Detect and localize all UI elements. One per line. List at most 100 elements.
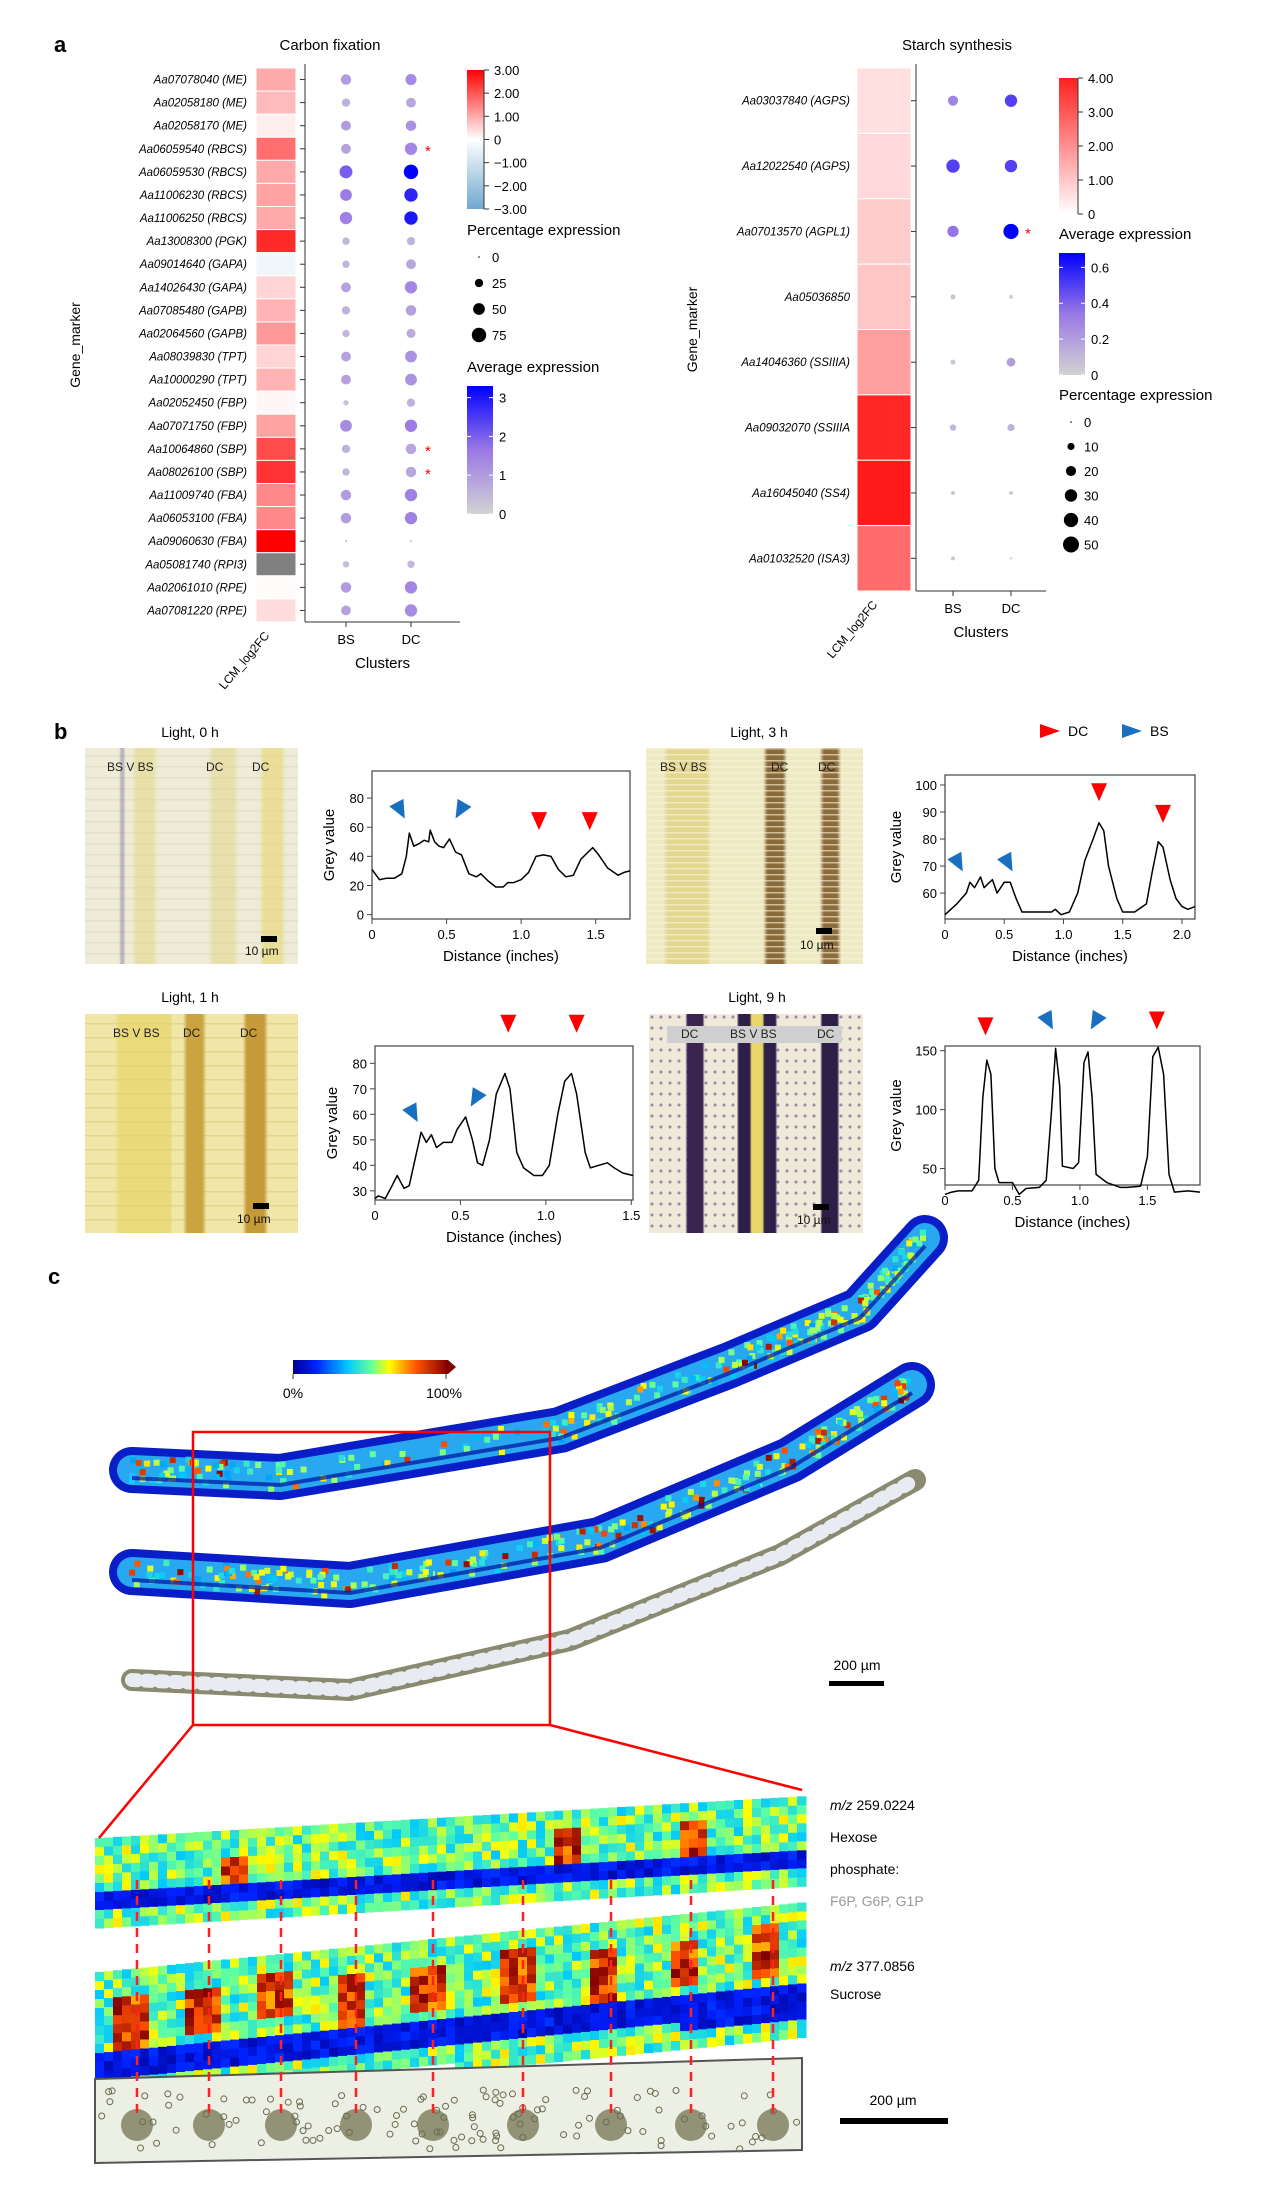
msi-pixel <box>302 2050 312 2060</box>
msi-pixel <box>545 2044 555 2054</box>
msi-pixel <box>464 1879 474 1889</box>
msi-pixel <box>919 1229 926 1236</box>
msi-pixel <box>500 1931 510 1942</box>
msi-pixel <box>820 1429 827 1436</box>
ion2-mz: m/z 377.0856 <box>830 1958 915 1974</box>
msi-pixel <box>707 1801 717 1812</box>
msi-pixel <box>558 1433 565 1440</box>
msi-pixel <box>734 1971 744 1982</box>
tissue-cell <box>584 2087 592 2095</box>
msi-pixel <box>410 1994 420 2005</box>
msi-pixel <box>576 1544 583 1551</box>
scale-bar <box>261 936 277 942</box>
msi-pixel <box>911 1241 918 1248</box>
msi-pixel <box>293 1880 303 1890</box>
msi-pixel <box>730 1372 737 1379</box>
tissue-cell <box>291 2112 299 2120</box>
msi-pixel <box>662 1804 672 1814</box>
msi-pixel <box>140 1862 150 1872</box>
msi-pixel <box>644 1971 654 1982</box>
msi-pixel <box>374 1998 384 2008</box>
msi-pixel <box>662 1942 672 1953</box>
msi-pixel <box>189 1459 196 1466</box>
msi-pixel <box>572 1818 582 1829</box>
msi-pixel <box>239 2056 249 2067</box>
msi-pixel <box>825 1308 832 1315</box>
msi-pixel <box>410 1828 420 1838</box>
msi-pixel <box>784 1463 791 1470</box>
msi-pixel <box>518 1993 528 2003</box>
msi-pixel <box>765 1454 772 1461</box>
tissue-cell <box>727 2122 735 2130</box>
msi-pixel <box>113 2051 123 2061</box>
expression-dot <box>344 540 348 543</box>
msi-pixel <box>725 1872 735 1883</box>
scale-bar-label: 200 µm <box>870 2092 917 2108</box>
msi-pixel <box>849 1409 856 1416</box>
msi-pixel <box>268 1485 275 1492</box>
msi-pixel <box>266 2036 276 2046</box>
msi-pixel <box>329 2047 339 2058</box>
expression-dot <box>405 305 417 316</box>
msi-pixel <box>194 1868 204 1878</box>
msi-pixel <box>752 1835 762 1845</box>
msi-pixel <box>338 1823 348 1834</box>
msi-pixel <box>338 2064 348 2075</box>
msi-pixel <box>545 1829 555 1839</box>
msi-pixel <box>584 1539 591 1546</box>
msi-pixel <box>853 1318 860 1325</box>
msi-pixel <box>95 1892 105 1902</box>
vascular-bundle <box>417 2109 449 2141</box>
msi-pixel <box>356 1982 366 1992</box>
msi-pixel <box>329 2002 339 2013</box>
msi-pixel <box>464 2025 474 2035</box>
msi-pixel <box>653 1970 663 1981</box>
msi-pixel <box>797 2028 807 2038</box>
msi-pixel <box>428 1899 438 1909</box>
msi-pixel <box>545 1927 555 1937</box>
msi-pixel <box>572 1960 582 1971</box>
msi-pixel <box>212 2041 222 2051</box>
msi-pixel <box>392 2059 402 2070</box>
msi-pixel <box>716 1964 726 1974</box>
log2fc-colorbar <box>467 70 484 209</box>
msi-pixel <box>284 2034 294 2044</box>
msi-pixel <box>122 1917 132 1927</box>
msi-pixel <box>770 1995 780 2005</box>
msi-pixel <box>311 1843 321 1853</box>
msi-pixel <box>518 1939 528 1949</box>
msi-pixel <box>509 1885 519 1895</box>
msi-pixel <box>590 2013 600 2023</box>
msi-pixel <box>158 1915 168 1925</box>
msi-pixel <box>509 2012 519 2022</box>
msi-pixel <box>356 1831 366 1841</box>
tissue-cell <box>257 2139 265 2147</box>
micrograph-light-1h: BS V BS DC DC 10 µm <box>85 1014 298 1233</box>
msi-pixel <box>455 1879 465 1890</box>
msi-pixel <box>239 1847 249 1857</box>
msi-pixel <box>455 2017 465 2027</box>
msi-pixel <box>383 1943 393 1953</box>
msi-pixel <box>716 2027 726 2037</box>
msi-pixel <box>689 1994 699 2004</box>
msi-pixel <box>563 1970 573 1981</box>
tissue-cell <box>657 2137 665 2145</box>
msi-pixel <box>113 1970 123 1980</box>
gene-label: Aa14026430 (GAPA) <box>139 282 247 294</box>
msi-pixel <box>356 1822 366 1832</box>
msi-pixel <box>599 1844 609 1854</box>
pct-legend-label: 30 <box>1084 489 1098 504</box>
msi-pixel <box>392 2041 402 2052</box>
msi-pixel <box>671 1848 681 1859</box>
msi-pixel <box>635 1936 645 1946</box>
msi-pixel <box>482 1869 492 1879</box>
msi-pixel <box>770 1815 780 1826</box>
msi-pixel <box>329 1842 339 1852</box>
msi-pixel <box>563 1873 573 1883</box>
tissue-cell <box>702 2122 710 2130</box>
msi-pixel <box>707 2010 717 2020</box>
msi-pixel <box>752 1817 762 1827</box>
msi-pixel <box>590 1880 600 1891</box>
msi-pixel <box>473 1997 483 2008</box>
msi-pixel <box>482 1833 492 1843</box>
